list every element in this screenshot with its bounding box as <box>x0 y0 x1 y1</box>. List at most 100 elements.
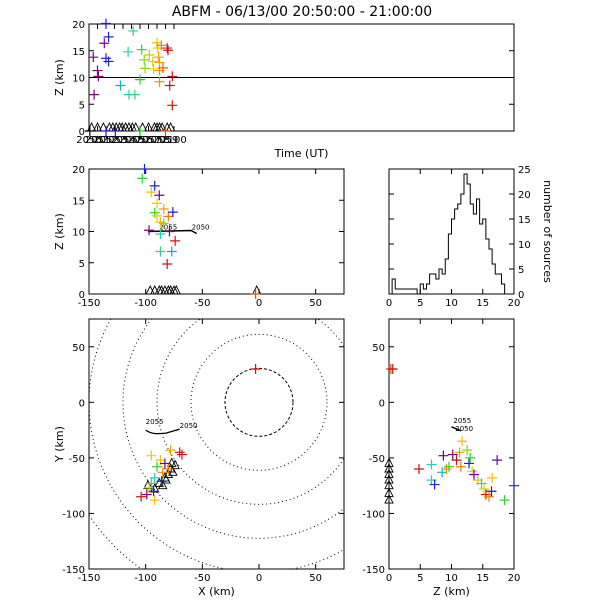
station-triangle <box>168 466 178 476</box>
source-point <box>164 226 175 237</box>
source-point <box>484 491 494 502</box>
source-point <box>174 447 185 458</box>
source-point <box>441 464 452 474</box>
source-point <box>155 246 166 257</box>
station-triangle <box>143 479 153 490</box>
track-line <box>145 428 180 435</box>
time-height-ytick-label: 5 <box>79 100 85 111</box>
source-point <box>101 18 111 29</box>
station-triangle <box>143 121 154 132</box>
x-y-axes: -150 -100 -50 0 50 -150 -100 -50 0 50 X (km) Y (km) <box>53 318 345 598</box>
time-height-xtick-label: 2059 <box>153 135 178 146</box>
x-z-xtick-label: 0 <box>256 298 262 309</box>
time-height-xtick-label: 2050 <box>76 135 101 146</box>
time-height-xtick-label: 2100 <box>161 135 186 146</box>
source-point <box>84 126 95 136</box>
x-z-ylabel: Z (km) <box>53 213 66 250</box>
source-point <box>148 63 159 74</box>
x-y-ytick-label: 0 <box>79 398 85 409</box>
histogram-step-line <box>389 173 514 295</box>
range-ring <box>190 333 328 471</box>
source-point <box>156 40 167 51</box>
source-point <box>88 52 99 63</box>
source-point <box>154 76 165 87</box>
station-triangle <box>167 457 177 467</box>
z-y-ytick-label: 50 <box>372 343 385 354</box>
source-point <box>157 62 168 73</box>
range-ring <box>224 367 294 437</box>
source-point <box>170 235 181 246</box>
source-point <box>152 210 162 221</box>
source-point <box>162 43 173 54</box>
source-point <box>159 458 170 469</box>
source-point <box>492 455 503 466</box>
x-y-xtick-label: 50 <box>309 573 322 584</box>
x-z-xtick-label: -150 <box>78 298 101 309</box>
source-point <box>499 495 510 506</box>
z-y-xtick-label: 10 <box>445 573 458 584</box>
station-triangle <box>384 462 394 473</box>
source-point <box>158 218 169 229</box>
track-label-end: 2050 <box>455 425 473 433</box>
station-triangle <box>92 121 103 132</box>
x-y-xtick-label: -50 <box>194 573 210 584</box>
source-point <box>103 31 114 42</box>
altitude-histogram-ytick-label: 20 <box>518 190 531 201</box>
source-point <box>250 289 261 299</box>
source-point <box>464 458 474 469</box>
x-y-xtick-label: 0 <box>256 573 262 584</box>
source-point <box>110 126 121 136</box>
x-z-axes: -150 -100 -50 0 50 0 5 10 15 20 Z (km) <box>53 165 345 309</box>
x-z-marks: 2055 2050 <box>137 164 262 299</box>
source-point <box>387 364 398 374</box>
source-point <box>149 495 160 506</box>
x-z-ytick-label: 20 <box>72 165 85 176</box>
source-point <box>167 207 178 218</box>
track-line <box>147 229 198 235</box>
source-point <box>153 52 164 63</box>
source-point <box>135 126 145 136</box>
station-triangle <box>161 474 171 484</box>
source-point <box>154 190 165 201</box>
station-triangle <box>384 494 394 504</box>
range-rings <box>89 319 344 569</box>
source-point <box>457 436 468 447</box>
source-point <box>144 50 155 61</box>
source-point <box>444 461 454 472</box>
source-point <box>487 472 498 483</box>
source-point <box>146 450 157 461</box>
source-point <box>163 45 174 56</box>
x-z-ytick-label: 5 <box>79 259 85 270</box>
source-point <box>136 491 147 502</box>
x-z-ytick-label: 10 <box>72 228 85 239</box>
source-point <box>155 229 166 239</box>
source-point <box>429 479 440 490</box>
source-point <box>129 89 140 100</box>
x-y-ytick-label: -150 <box>62 565 85 576</box>
track-label-end: 2050 <box>180 422 198 430</box>
source-point <box>135 74 145 85</box>
time-height-axes: 2050205120522053205420552056205720582059… <box>53 20 515 160</box>
x-y-xtick-label: -100 <box>134 573 157 584</box>
station-triangle <box>384 468 394 479</box>
altitude-histogram-xtick-label: 5 <box>417 298 423 309</box>
source-point <box>164 80 175 91</box>
z-y-ytick-label: -50 <box>369 454 385 465</box>
source-point <box>147 56 158 67</box>
source-point <box>140 63 151 74</box>
source-point <box>92 65 103 76</box>
source-point <box>144 225 155 236</box>
station-triangle <box>252 284 262 295</box>
source-point <box>426 459 437 470</box>
source-point <box>152 198 162 209</box>
source-point <box>476 478 487 489</box>
z-y-ytick-label: -150 <box>362 565 385 576</box>
source-point <box>149 472 160 483</box>
source-point <box>99 38 110 49</box>
source-point <box>160 126 171 136</box>
station-triangle <box>384 457 394 467</box>
time-height-xtick-label: 2051 <box>85 135 110 146</box>
source-point <box>156 476 167 487</box>
